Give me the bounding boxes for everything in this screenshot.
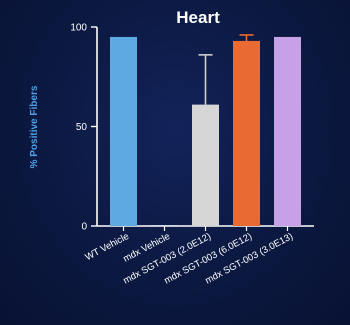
bar: [151, 225, 178, 226]
error-bars: [198, 34, 254, 105]
bar: [274, 36, 301, 227]
y-tick-label: 100: [70, 23, 87, 34]
bars: [110, 36, 301, 227]
y-axis-label: % Positive Fibers: [29, 85, 40, 168]
y-tick-labels: 0 50 100: [70, 23, 87, 233]
y-tick-label: 50: [76, 122, 88, 133]
bar: [192, 104, 219, 226]
bar: [233, 40, 260, 227]
chart-title: Heart: [176, 8, 220, 27]
y-tick-label: 0: [81, 222, 87, 233]
bar: [110, 36, 137, 227]
